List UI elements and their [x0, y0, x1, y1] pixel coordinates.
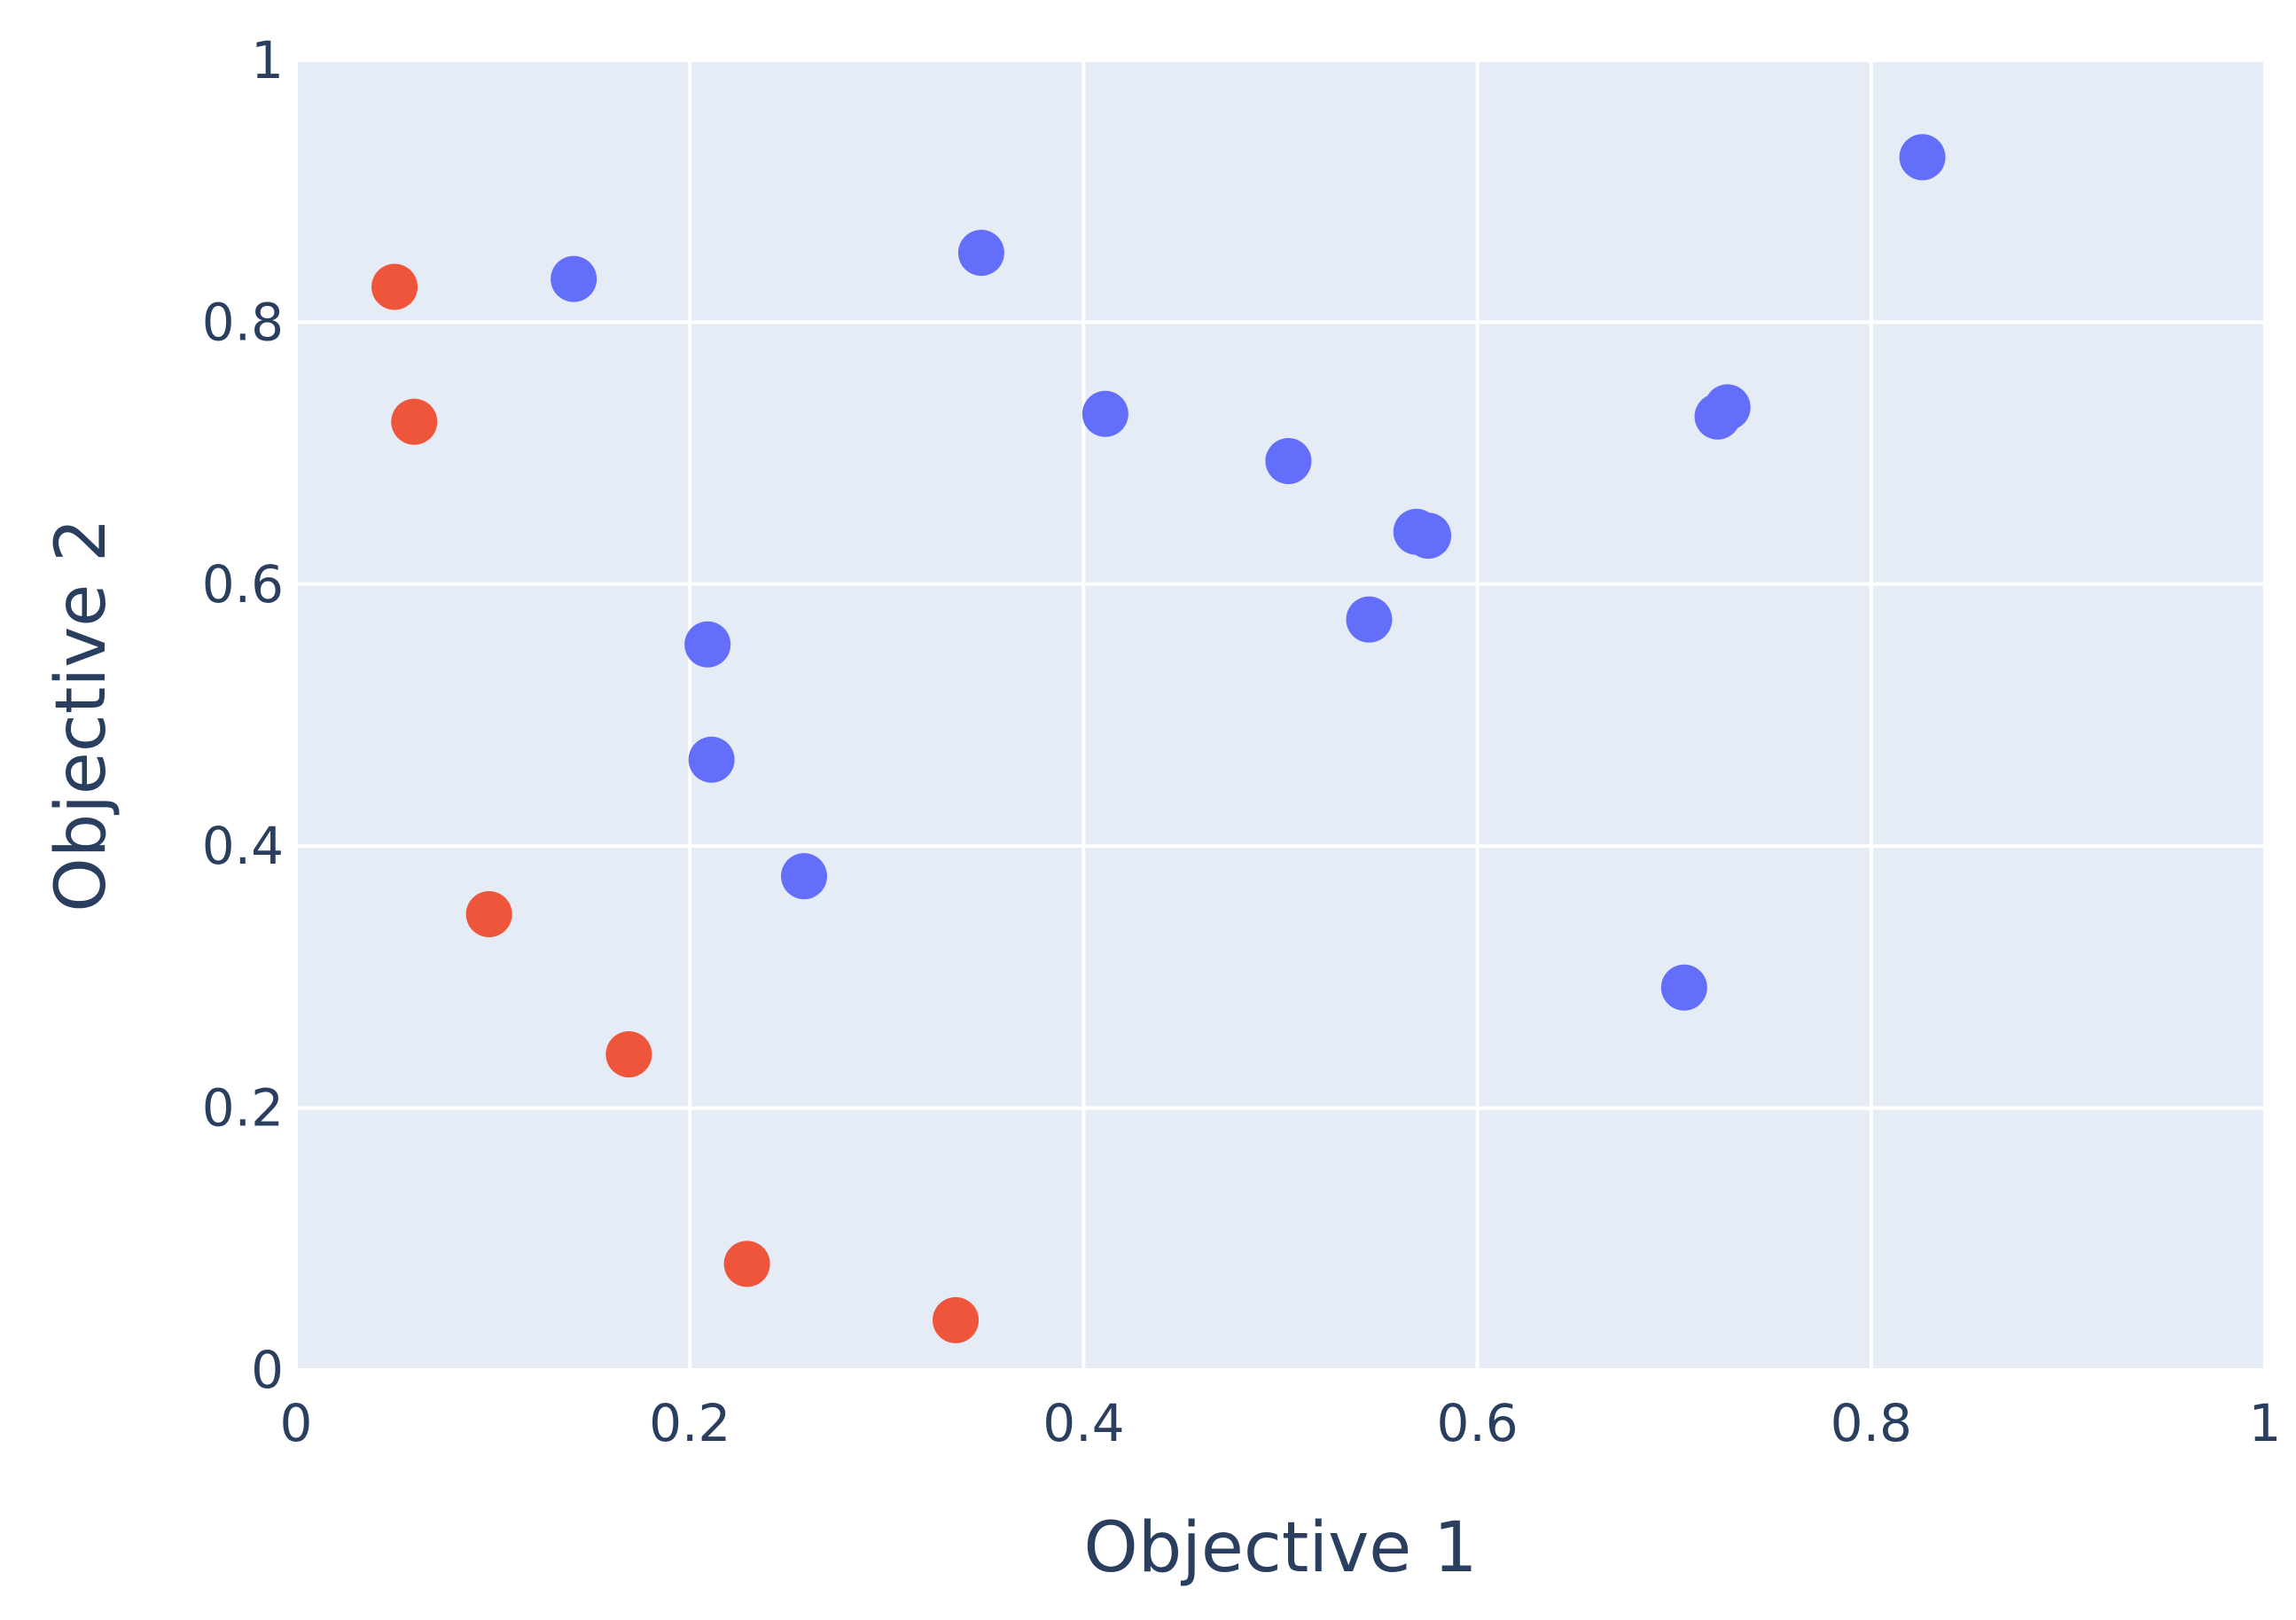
y-tick-label: 1: [251, 30, 284, 90]
y-tick-label: 0: [251, 1340, 284, 1400]
data-point-series-1: [1346, 596, 1393, 643]
y-tick-label: 0.6: [202, 554, 284, 614]
y-tick-label: 0.8: [202, 292, 284, 352]
data-point-series-1: [688, 736, 735, 783]
data-point-series-2: [933, 1296, 980, 1343]
x-tick-label: 1: [2249, 1393, 2282, 1453]
data-point-series-1: [1704, 384, 1751, 431]
data-point-series-2: [465, 891, 512, 938]
x-tick-label: 0.6: [1436, 1393, 1518, 1453]
data-point-series-1: [1405, 513, 1452, 560]
data-point-series-1: [684, 621, 731, 668]
x-tick-label: 0: [280, 1393, 313, 1453]
x-axis-ticks: 0 0.2 0.4 0.6 0.8 1: [280, 1393, 2282, 1453]
data-point-series-1: [1899, 134, 1946, 181]
data-point-series-2: [391, 398, 438, 445]
plot-area: [296, 60, 2265, 1370]
y-axis-ticks: 0 0.2 0.4 0.6 0.8 1: [202, 30, 284, 1400]
data-point-series-2: [605, 1031, 652, 1078]
x-tick-label: 0.2: [649, 1393, 730, 1453]
gridlines: [294, 59, 2267, 1372]
y-axis-title: Objective 2: [42, 518, 121, 912]
data-point-series-1: [957, 230, 1004, 277]
data-point-series-2: [371, 263, 418, 310]
y-tick-label: 0.4: [202, 816, 284, 876]
data-point-series-1: [1082, 390, 1128, 437]
data-point-series-2: [723, 1240, 770, 1287]
data-point-series-1: [1265, 437, 1312, 484]
x-tick-label: 0.4: [1043, 1393, 1124, 1453]
x-tick-label: 0.8: [1831, 1393, 1912, 1453]
data-point-series-1: [551, 255, 597, 302]
y-tick-label: 0.2: [202, 1078, 284, 1139]
data-point-series-1: [1660, 964, 1707, 1011]
x-axis-title: Objective 1: [1083, 1508, 1477, 1588]
data-points: [371, 134, 1946, 1343]
data-point-series-1: [781, 853, 828, 900]
